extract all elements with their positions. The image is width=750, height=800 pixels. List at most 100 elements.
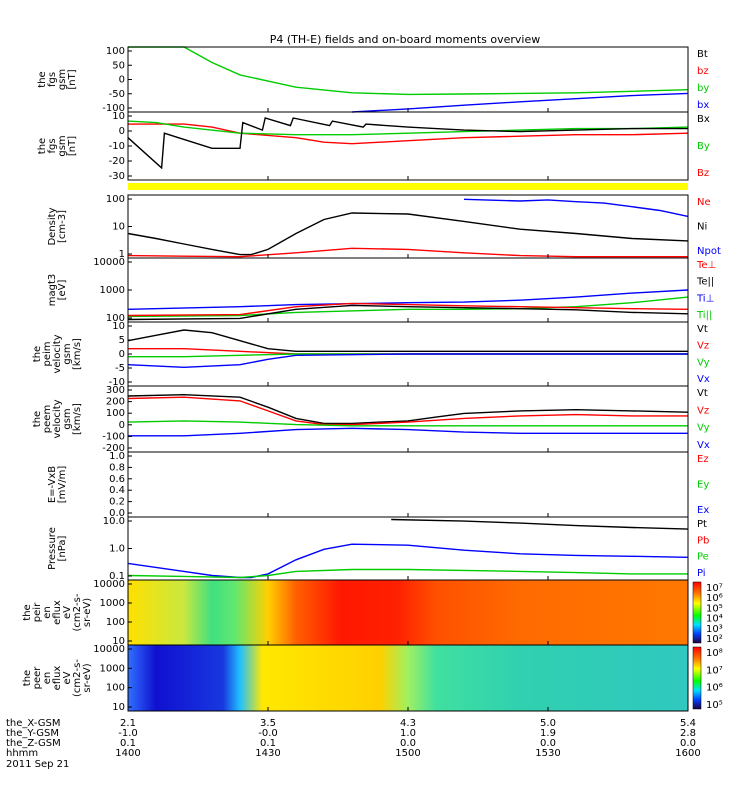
series-line-By [127,120,689,136]
x-row-value: 1500 [395,748,420,759]
panel-frame [127,194,689,259]
y-tick-label: -10 [109,141,125,152]
legend-Ni: Ni [697,222,707,233]
panel-4: 10 5 0 -5 -10 the peim velocity gsm [km/s] Vt Vz Vy V… [32,321,710,388]
legend-Vt: Vt [697,388,708,399]
chart-title: P4 (TH-E) fields and on-board moments ov… [270,33,541,46]
panel-frame [127,46,689,113]
heatmap-area [128,580,688,645]
y-tick-label: -20 [109,156,125,167]
y-tick-label: -200 [102,443,125,454]
y-axis-label: eV [62,606,73,619]
y-axis-label: velocity [52,334,63,373]
x-row-value: -0.0 [258,728,278,739]
y-axis-label: fgs [47,138,58,153]
y-axis-label: the [32,411,43,427]
y-axis-label: peem [42,405,53,433]
y-axis-label: gsm [62,343,73,364]
y-axis-label: velocity [52,399,63,438]
x-row-value: 0.0 [540,738,556,749]
y-axis-label: the [22,604,33,620]
y-tick-label: 0.0 [109,508,125,519]
x-row-value: 4.3 [400,718,416,729]
y-tick-label: 300 [106,385,125,396]
y-axis-label: en [42,606,53,619]
y-axis-label: [nT] [67,136,78,156]
x-row-value: -1.0 [118,728,138,739]
y-axis-label: [nPa] [57,535,68,561]
series-line-Bx [127,117,688,170]
y-axis-label: [mV/m] [57,466,68,504]
panel-7: 10.0 1.0 0.1 Pressure [nPa] Pt Pb Pe Pi [47,516,709,582]
y-tick-label: 10 [112,702,125,713]
x-row-value: 1530 [535,748,560,759]
legend-Pe: Pe [697,552,709,563]
x-row-label: hhmm [6,748,38,759]
legend-Vy: Vy [697,423,710,434]
y-tick-label: 1 [119,249,125,260]
y-axis-label: the [37,138,48,154]
panel-0: 100 50 0 -50 -100 the fgs gsm [nT] Bt bz by bx [37,46,709,114]
legend-Vz: Vz [697,405,709,416]
series-line-Ne [127,247,688,258]
colorbar-label: 10⁴ [706,614,723,625]
x-row-value: 0.1 [260,738,276,749]
colorbar-label: 10⁵ [706,700,723,711]
panel-frame [127,111,689,181]
y-tick-label: -50 [109,89,125,100]
y-axis-label: the [22,670,33,686]
y-tick-label: 0 [119,349,125,360]
x-row-value: 0.0 [400,738,416,749]
series-line-Bz [128,123,689,145]
legend-Te||: Te|| [696,277,714,288]
y-tick-label: 0 [119,126,125,137]
x-row-value: 0.1 [120,738,136,749]
legend-Vx: Vx [697,440,710,451]
panel-1: 10 0 -10 -20 -30 the fgs gsm [nT] Bx By Bz [37,111,710,182]
colorbar [692,581,702,644]
y-axis-label: [nT] [67,69,78,89]
y-axis-label: [cm-3] [57,210,68,243]
y-tick-label: -10 [109,377,125,388]
y-tick-label: 0.2 [109,497,125,508]
y-tick-label: 5 [119,335,125,346]
y-axis-label: [km/s] [72,338,83,370]
legend-Vx: Vx [697,374,710,385]
y-axis-label: gsm [57,69,68,90]
colorbar-label: 10³ [706,624,723,635]
y-tick-label: -100 [102,431,125,442]
legend-Ti⊥: Ti⊥ [696,293,714,304]
y-axis-label: Pressure [47,527,58,570]
colorbar-label: 10² [706,634,723,645]
y-tick-label: 50 [112,60,125,71]
legend-Vt: Vt [697,324,708,335]
y-axis-label: sr-eV) [82,598,93,627]
series-line-Vt [127,329,688,352]
y-tick-label: 100 [106,194,125,205]
x-row-value: 5.4 [680,718,696,729]
legend-Vz: Vz [697,341,709,352]
colorbar-label: 10⁸ [706,648,723,659]
legend-Ex: Ex [697,505,709,516]
legend-Bt: Bt [697,49,708,60]
y-tick-label: -30 [109,171,125,182]
series-line-Ti|| [127,296,689,318]
legend-By: By [697,141,710,152]
y-axis-label: the [37,71,48,87]
y-tick-label: -100 [102,103,125,114]
series-line-Ni [127,212,689,256]
panel-frame [127,257,689,323]
y-axis-label: (cm2-s- [72,593,83,631]
x-row-label: the_Y-GSM [6,728,59,739]
legend-by: by [697,83,709,94]
series-line-Vx [128,427,688,437]
series-line-bx [351,92,689,113]
y-axis-label: peir [32,602,43,622]
y-tick-label: 100 [106,617,125,628]
legend-Vy: Vy [697,357,710,368]
y-axis-label: gsm [62,408,73,429]
x-row-value: 1.9 [540,728,556,739]
